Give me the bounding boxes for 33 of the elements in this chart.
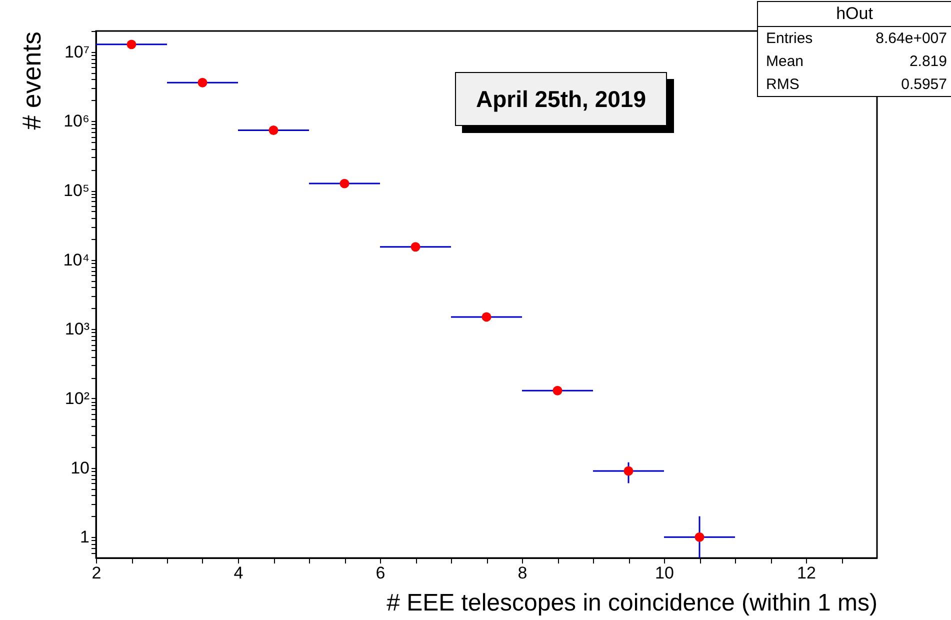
x-tick-label: 2 bbox=[92, 564, 102, 582]
y-tick-label: 1 bbox=[80, 528, 90, 547]
x-axis-title: # EEE telescopes in coincidence (within 1 ms) bbox=[386, 590, 878, 616]
y-tick-label: 10⁷ bbox=[64, 42, 90, 62]
point bbox=[482, 312, 492, 322]
point bbox=[268, 126, 278, 135]
annotation: Mean bbox=[766, 53, 804, 70]
y-tick-label: 10 bbox=[70, 458, 90, 478]
y-tick-label: 10⁴ bbox=[63, 250, 90, 270]
x-tick-label: 12 bbox=[797, 564, 816, 582]
point bbox=[552, 386, 562, 396]
annotation: RMS bbox=[766, 76, 800, 93]
x-tick-label: 6 bbox=[376, 564, 386, 582]
y-axis-title: # events bbox=[16, 32, 46, 130]
y-tick-label: 10⁵ bbox=[64, 181, 90, 200]
annotation: April 25th, 2019 bbox=[455, 72, 667, 126]
point bbox=[126, 40, 136, 50]
x-tick-label: 8 bbox=[518, 564, 528, 582]
text: 0.5957 bbox=[901, 76, 947, 93]
y-tick-label: 10⁶ bbox=[64, 112, 90, 131]
point bbox=[198, 78, 208, 88]
y-tick-label: 10³ bbox=[64, 320, 90, 339]
text: 2.819 bbox=[909, 53, 947, 70]
annotation: Entries bbox=[766, 30, 813, 47]
x-tick-label: 10 bbox=[655, 564, 674, 582]
y-tick-label: 10² bbox=[64, 388, 90, 408]
point bbox=[340, 178, 350, 188]
text: hOut bbox=[758, 2, 951, 27]
point bbox=[624, 466, 634, 476]
annotation: 8.64e+007 bbox=[876, 30, 947, 47]
point bbox=[410, 242, 420, 252]
x-tick-label: 4 bbox=[234, 564, 244, 582]
point bbox=[694, 532, 704, 542]
